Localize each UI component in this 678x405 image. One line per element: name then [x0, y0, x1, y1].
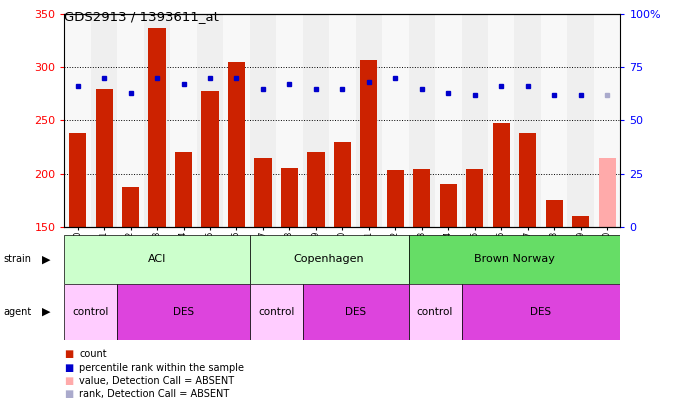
- Bar: [302, 284, 409, 340]
- Text: ■: ■: [64, 390, 74, 399]
- Bar: [281, 168, 298, 227]
- Bar: [201, 91, 218, 227]
- Bar: [413, 169, 431, 227]
- Bar: [64, 284, 117, 340]
- Bar: [250, 284, 302, 340]
- Text: ▶: ▶: [42, 307, 51, 317]
- Bar: [276, 14, 302, 227]
- Bar: [175, 152, 192, 227]
- Text: agent: agent: [3, 307, 32, 317]
- Bar: [599, 158, 616, 227]
- Bar: [329, 14, 356, 227]
- Text: Copenhagen: Copenhagen: [294, 254, 365, 264]
- Text: control: control: [258, 307, 294, 317]
- Bar: [409, 235, 620, 284]
- Text: ACI: ACI: [148, 254, 166, 264]
- Bar: [409, 14, 435, 227]
- Text: ▶: ▶: [42, 254, 51, 264]
- Text: strain: strain: [3, 254, 31, 264]
- Bar: [466, 169, 483, 227]
- Bar: [386, 171, 404, 227]
- Text: ■: ■: [64, 350, 74, 359]
- Bar: [223, 14, 250, 227]
- Bar: [572, 216, 589, 227]
- Bar: [435, 14, 462, 227]
- Bar: [170, 14, 197, 227]
- Bar: [356, 14, 382, 227]
- Bar: [91, 14, 117, 227]
- Bar: [439, 184, 457, 227]
- Bar: [462, 14, 488, 227]
- Text: GDS2913 / 1393611_at: GDS2913 / 1393611_at: [64, 10, 219, 23]
- Text: Brown Norway: Brown Norway: [474, 254, 555, 264]
- Text: ■: ■: [64, 363, 74, 373]
- Bar: [519, 133, 536, 227]
- Text: ■: ■: [64, 376, 74, 386]
- Bar: [546, 200, 563, 227]
- Bar: [144, 14, 170, 227]
- Text: control: control: [73, 307, 109, 317]
- Bar: [250, 14, 276, 227]
- Bar: [567, 14, 594, 227]
- Bar: [64, 235, 250, 284]
- Text: count: count: [79, 350, 107, 359]
- Text: DES: DES: [530, 307, 551, 317]
- Text: percentile rank within the sample: percentile rank within the sample: [79, 363, 244, 373]
- Bar: [541, 14, 567, 227]
- Bar: [515, 14, 541, 227]
- Text: DES: DES: [173, 307, 194, 317]
- Bar: [122, 188, 139, 227]
- Bar: [64, 14, 91, 227]
- Text: control: control: [417, 307, 453, 317]
- Bar: [197, 14, 223, 227]
- Bar: [462, 284, 620, 340]
- Bar: [488, 14, 515, 227]
- Bar: [69, 133, 86, 227]
- Text: rank, Detection Call = ABSENT: rank, Detection Call = ABSENT: [79, 390, 230, 399]
- Bar: [302, 14, 329, 227]
- Bar: [254, 158, 272, 227]
- Bar: [409, 284, 462, 340]
- Bar: [594, 14, 620, 227]
- Bar: [493, 123, 510, 227]
- Bar: [382, 14, 409, 227]
- Bar: [250, 235, 409, 284]
- Bar: [96, 89, 113, 227]
- Bar: [117, 284, 250, 340]
- Bar: [307, 152, 325, 227]
- Bar: [334, 142, 351, 227]
- Bar: [228, 62, 245, 227]
- Bar: [360, 60, 378, 227]
- Bar: [148, 28, 165, 227]
- Bar: [117, 14, 144, 227]
- Text: value, Detection Call = ABSENT: value, Detection Call = ABSENT: [79, 376, 235, 386]
- Text: DES: DES: [345, 307, 366, 317]
